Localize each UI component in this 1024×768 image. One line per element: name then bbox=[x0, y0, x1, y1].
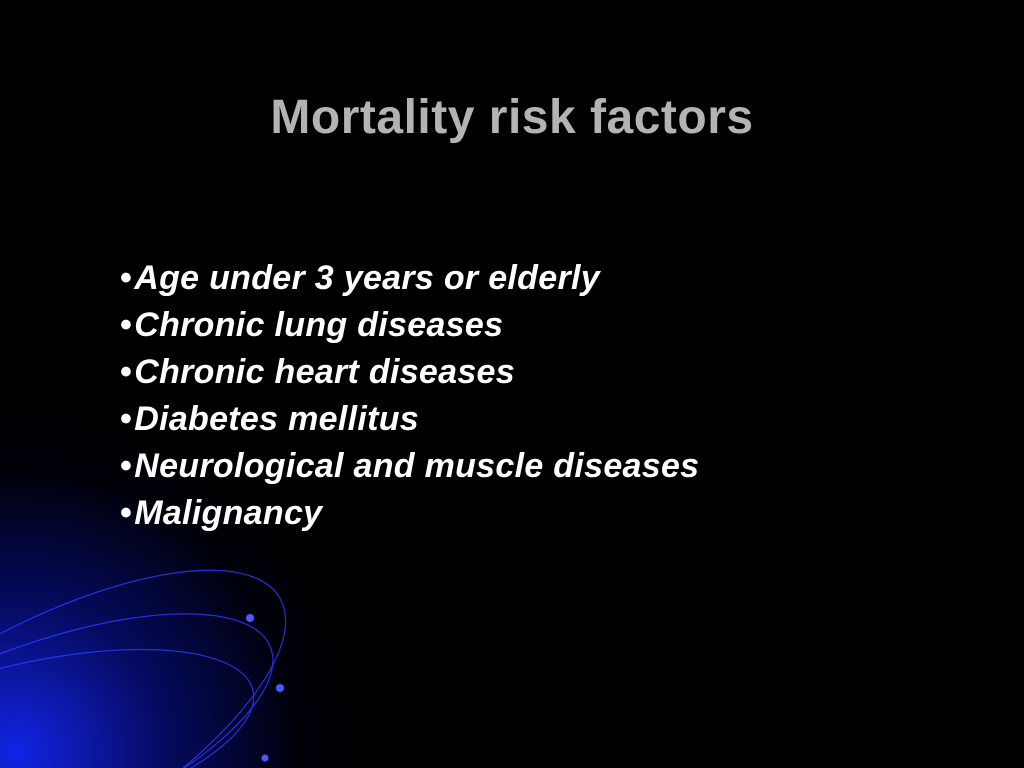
bullet-item: Chronic heart diseases bbox=[120, 349, 984, 396]
slide-body: Age under 3 years or elderly Chronic lun… bbox=[40, 255, 984, 536]
bullet-item: Age under 3 years or elderly bbox=[120, 255, 984, 302]
bullet-item: Malignancy bbox=[120, 490, 984, 537]
bullet-item: Chronic lung diseases bbox=[120, 302, 984, 349]
bullet-list: Age under 3 years or elderly Chronic lun… bbox=[120, 255, 984, 536]
slide-title: Mortality risk factors bbox=[40, 90, 984, 145]
bullet-item: Diabetes mellitus bbox=[120, 396, 984, 443]
slide: Mortality risk factors Age under 3 years… bbox=[0, 0, 1024, 768]
bullet-item: Neurological and muscle diseases bbox=[120, 443, 984, 490]
